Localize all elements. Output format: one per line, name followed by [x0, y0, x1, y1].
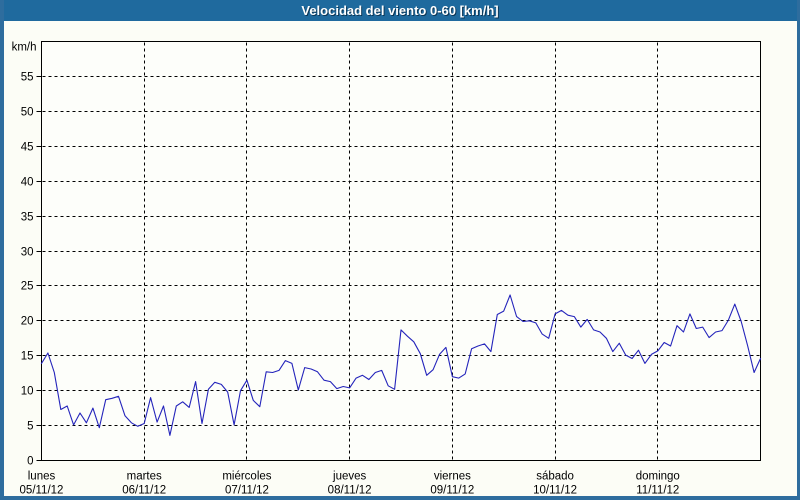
- x-day-label-date: 08/11/12: [328, 485, 372, 497]
- x-day-label-date: 05/11/12: [20, 485, 64, 497]
- x-day-label-name: domingo: [636, 471, 680, 483]
- y-tick-label: 10: [21, 386, 34, 398]
- y-axis-unit-label: km/h: [12, 42, 37, 54]
- title-bar: Velocidad del viento 0-60 [km/h]: [0, 0, 800, 21]
- y-tick-label: 0: [27, 456, 33, 468]
- y-tick-label: 55: [21, 72, 34, 84]
- x-day-label-date: 09/11/12: [430, 485, 474, 497]
- y-tick-label: 15: [21, 351, 34, 363]
- wind-speed-line: [40, 294, 762, 436]
- y-tick-label: 50: [21, 107, 34, 119]
- y-tick-label: 45: [21, 142, 34, 154]
- x-day-label-name: miércoles: [222, 471, 271, 483]
- x-day-label-name: jueves: [332, 471, 366, 483]
- chart-title: Velocidad del viento 0-60 [km/h]: [301, 3, 499, 18]
- y-tick-label: 25: [21, 281, 34, 293]
- x-day-label-name: lunes: [28, 471, 56, 483]
- x-day-label-date: 07/11/12: [225, 485, 269, 497]
- y-tick-label: 35: [21, 212, 34, 224]
- y-tick-label: 30: [21, 247, 34, 259]
- x-day-label-name: martes: [127, 471, 162, 483]
- plot-area: [41, 41, 761, 461]
- x-day-label-name: sábado: [536, 471, 574, 483]
- y-tick-label: 20: [21, 316, 34, 328]
- x-day-label-date: 06/11/12: [122, 485, 166, 497]
- y-tick-label: 5: [27, 421, 33, 433]
- x-day-label-name: viernes: [434, 471, 471, 483]
- x-day-label-date: 10/11/12: [533, 485, 577, 497]
- y-tick-label: 40: [21, 177, 34, 189]
- x-day-label-date: 11/11/12: [636, 485, 679, 497]
